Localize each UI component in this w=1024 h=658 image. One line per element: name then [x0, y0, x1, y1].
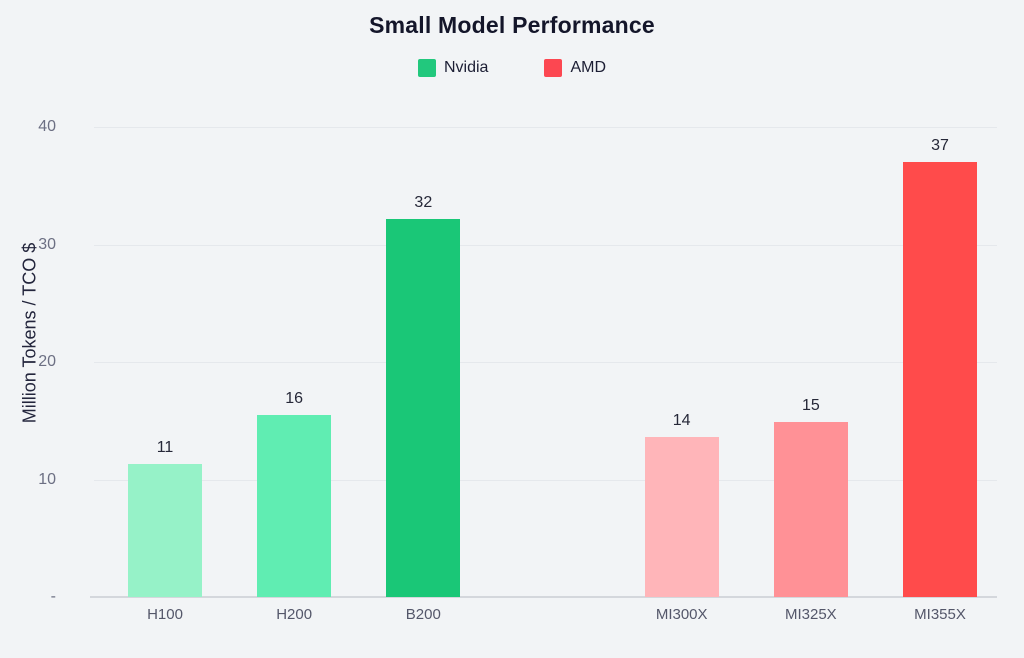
x-axis-label-b200: B200 — [405, 606, 441, 623]
bar-mi325x: 15 MI325X — [773, 397, 848, 623]
legend-item-nvidia: Nvidia — [417, 59, 489, 77]
y-tick-label-0: - — [50, 588, 56, 605]
y-tick-label-10: 10 — [38, 470, 56, 488]
bar-value-label-h100: 11 — [156, 439, 174, 457]
bar-h100: 11 H100 — [128, 439, 202, 623]
y-axis-title: Million Tokens / TCO $ — [19, 242, 40, 424]
bar-value-label-mi325x: 15 — [801, 396, 820, 414]
x-axis-label-mi355x: MI355X — [914, 606, 966, 623]
legend-label: AMD — [570, 59, 607, 76]
x-axis-label-mi300x: MI300X — [655, 606, 708, 623]
y-tick-label-40: 40 — [38, 118, 56, 135]
y-tick-label-30: 30 — [38, 235, 56, 253]
legend-swatch-amd — [544, 59, 563, 77]
chart-title: Small Model Performance — [369, 12, 655, 38]
bar-value-label-b200: 32 — [414, 193, 433, 211]
bar-mi300x: 14 MI300X — [644, 412, 719, 623]
gridline-40 — [94, 127, 997, 128]
x-axis-baseline — [90, 596, 997, 598]
gridline-30 — [94, 244, 997, 246]
plot-area: 10 20 30 40 - 11 H100 16 H200 32 B200 14 MI300X 15 MI3… — [38, 118, 997, 623]
gridline-20 — [94, 362, 997, 363]
y-tick-label-20: 20 — [38, 353, 56, 370]
bar-value-label-h200: 16 — [285, 389, 304, 407]
x-axis-label-h200: H200 — [276, 606, 313, 623]
bar-h200: 16 H200 — [257, 390, 332, 623]
bar-b200: 32 B200 — [386, 194, 461, 623]
bar-value-label-mi355x: 37 — [931, 137, 949, 155]
bar-value-label-mi300x: 14 — [672, 412, 691, 430]
bar-mi355x: 37 MI355X — [903, 137, 978, 623]
legend-swatch-nvidia — [417, 59, 436, 77]
x-axis-label-mi325x: MI325X — [784, 606, 837, 623]
x-axis-label-h100: H100 — [147, 606, 183, 623]
legend: Nvidia AMD — [0, 59, 1024, 77]
legend-item-amd: AMD — [544, 59, 606, 77]
legend-label: Nvidia — [443, 59, 489, 76]
gridline-10 — [94, 479, 997, 481]
